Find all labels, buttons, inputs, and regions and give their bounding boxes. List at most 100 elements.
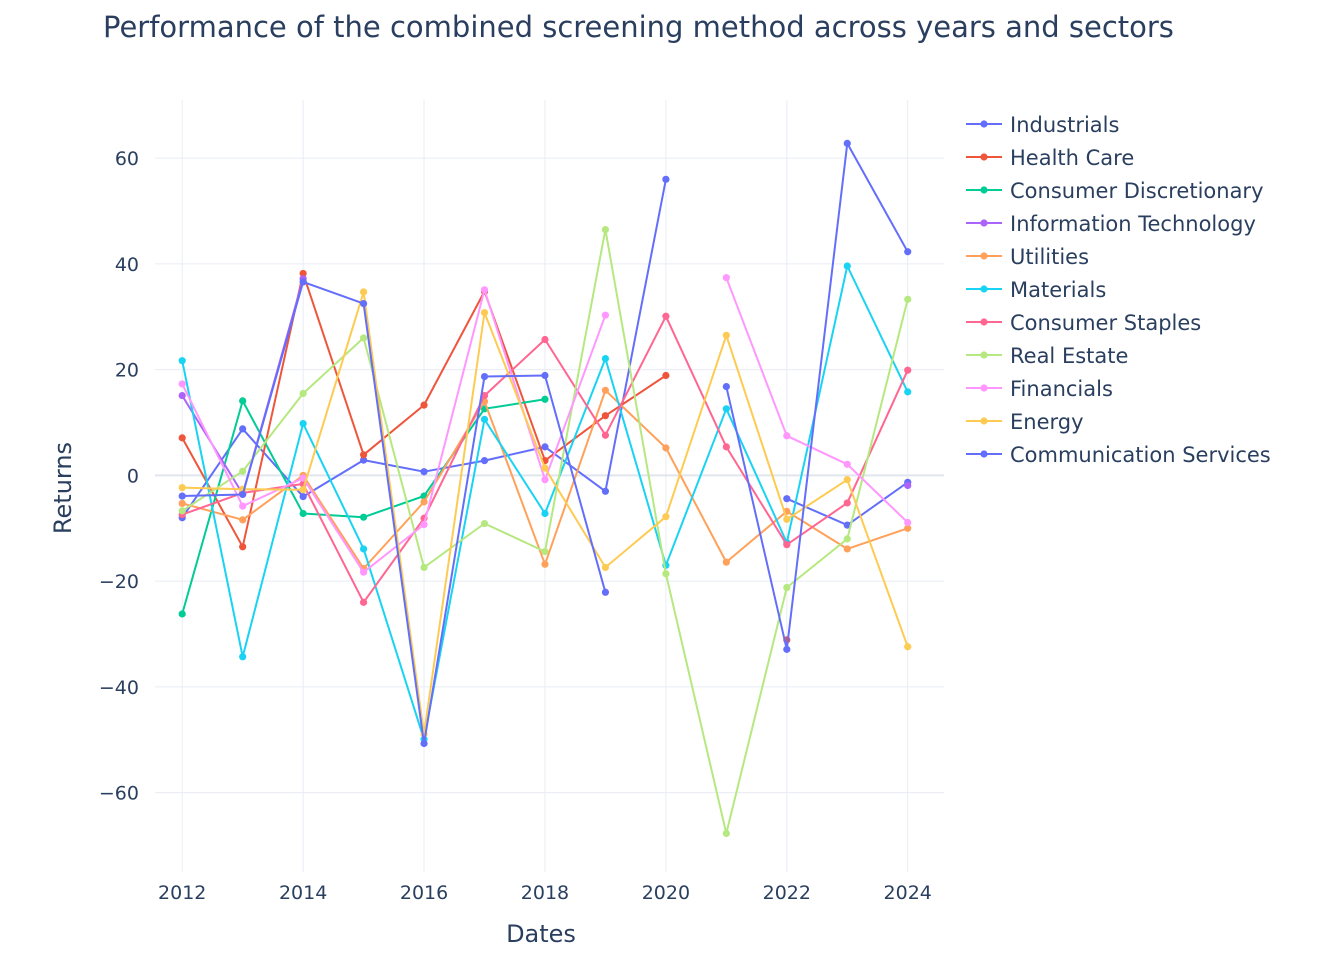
data-point[interactable] (299, 278, 307, 286)
legend-item[interactable]: Energy (966, 410, 1084, 434)
data-point[interactable] (541, 464, 549, 472)
data-point[interactable] (783, 645, 791, 653)
data-point[interactable] (783, 432, 791, 440)
data-point[interactable] (420, 468, 428, 476)
data-point[interactable] (299, 474, 307, 482)
data-point[interactable] (359, 288, 368, 296)
data-point[interactable] (420, 498, 428, 506)
data-point[interactable] (239, 653, 247, 661)
data-point[interactable] (904, 481, 912, 490)
data-point[interactable] (601, 354, 610, 363)
data-point[interactable] (662, 444, 670, 452)
legend[interactable]: Industrials Health Care Consumer Discretio… (966, 113, 1271, 467)
data-point[interactable] (541, 443, 549, 451)
data-point[interactable] (239, 467, 247, 475)
data-point[interactable] (480, 519, 489, 528)
legend-item[interactable]: Consumer Staples (966, 311, 1201, 335)
data-point[interactable] (359, 456, 368, 464)
data-point[interactable] (843, 476, 851, 484)
data-point[interactable] (662, 312, 670, 320)
data-point[interactable] (359, 334, 368, 342)
data-point[interactable] (420, 521, 428, 529)
data-point[interactable] (541, 395, 549, 403)
data-point[interactable] (722, 274, 730, 282)
data-point[interactable] (178, 483, 186, 492)
data-point[interactable] (480, 457, 489, 465)
data-point[interactable] (722, 405, 730, 413)
data-point[interactable] (178, 434, 186, 442)
data-point[interactable] (239, 502, 247, 510)
data-point[interactable] (359, 568, 368, 576)
data-point[interactable] (359, 598, 368, 606)
data-point[interactable] (480, 308, 489, 317)
data-point[interactable] (843, 545, 851, 553)
data-point[interactable] (541, 335, 549, 344)
data-point[interactable] (299, 420, 307, 428)
data-point[interactable] (541, 560, 549, 568)
data-point[interactable] (904, 518, 912, 527)
data-point[interactable] (662, 371, 670, 380)
data-point[interactable] (239, 490, 247, 499)
data-point[interactable] (239, 397, 247, 405)
data-point[interactable] (722, 558, 730, 566)
data-point[interactable] (904, 524, 912, 532)
legend-item[interactable]: Communication Services (966, 443, 1271, 467)
data-point[interactable] (480, 391, 489, 400)
data-point[interactable] (299, 492, 307, 501)
data-point[interactable] (178, 357, 186, 365)
data-point[interactable] (843, 535, 851, 543)
data-point[interactable] (359, 451, 368, 459)
data-point[interactable] (904, 248, 912, 256)
data-point[interactable] (662, 513, 670, 521)
data-point[interactable] (601, 412, 610, 420)
data-point[interactable] (420, 401, 428, 409)
legend-item[interactable]: Consumer Discretionary (966, 179, 1264, 203)
data-point[interactable] (239, 516, 247, 524)
data-point[interactable] (541, 547, 549, 556)
data-point[interactable] (541, 476, 549, 484)
data-point[interactable] (359, 513, 368, 521)
data-point[interactable] (722, 443, 730, 451)
data-point[interactable] (843, 139, 851, 147)
data-point[interactable] (239, 425, 247, 433)
legend-item[interactable]: Information Technology (966, 212, 1256, 236)
data-point[interactable] (843, 499, 851, 507)
data-point[interactable] (601, 225, 610, 234)
data-point[interactable] (541, 371, 549, 380)
data-point[interactable] (843, 521, 851, 529)
legend-item[interactable]: Financials (966, 377, 1113, 401)
data-point[interactable] (420, 739, 428, 748)
data-point[interactable] (904, 643, 912, 651)
data-point[interactable] (904, 388, 912, 396)
data-point[interactable] (601, 311, 610, 319)
data-point[interactable] (420, 563, 428, 572)
data-point[interactable] (662, 570, 670, 578)
data-point[interactable] (601, 588, 610, 596)
legend-item[interactable]: Materials (966, 278, 1106, 302)
data-point[interactable] (299, 389, 307, 398)
data-point[interactable] (722, 331, 730, 339)
data-point[interactable] (843, 460, 851, 468)
data-point[interactable] (601, 431, 610, 439)
data-point[interactable] (541, 509, 549, 518)
data-point[interactable] (480, 286, 489, 294)
legend-item[interactable]: Utilities (966, 245, 1089, 269)
data-point[interactable] (722, 829, 730, 838)
data-point[interactable] (239, 543, 247, 551)
data-point[interactable] (178, 492, 186, 500)
data-point[interactable] (299, 486, 307, 494)
data-point[interactable] (783, 541, 791, 549)
data-point[interactable] (783, 583, 791, 592)
legend-item[interactable]: Health Care (966, 146, 1134, 170)
data-point[interactable] (359, 545, 368, 553)
legend-item[interactable]: Industrials (966, 113, 1119, 137)
data-point[interactable] (601, 563, 610, 572)
data-point[interactable] (178, 380, 186, 388)
data-point[interactable] (178, 507, 186, 515)
data-point[interactable] (662, 175, 670, 183)
data-point[interactable] (480, 372, 489, 381)
data-point[interactable] (299, 269, 307, 278)
data-point[interactable] (783, 495, 791, 503)
data-point[interactable] (601, 386, 610, 394)
data-point[interactable] (480, 415, 489, 423)
